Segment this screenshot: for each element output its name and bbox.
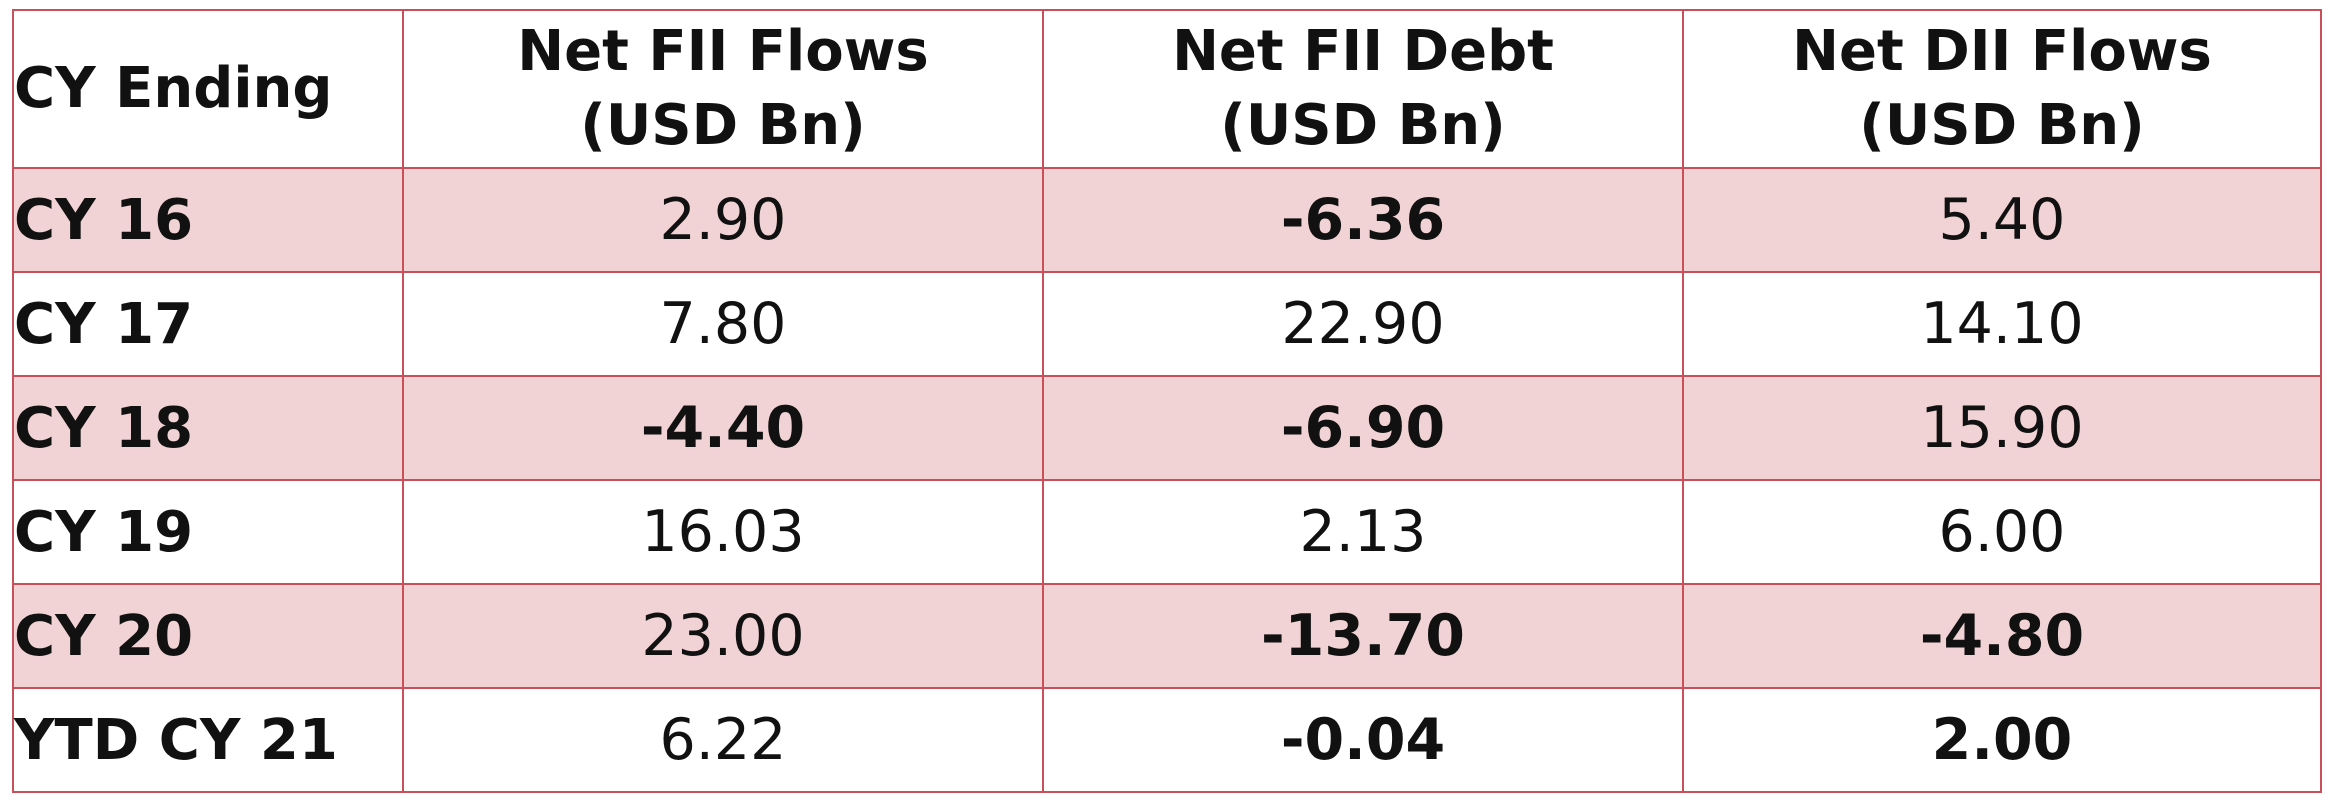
cell-net-fii-debt: -6.36: [1042, 167, 1684, 273]
table-row: CY 18 -4.40 -6.90 15.90: [12, 375, 2322, 481]
header-net-fii-flows: Net FII Flows (USD Bn): [402, 9, 1044, 169]
cell-net-fii-flows: -4.40: [402, 375, 1044, 481]
row-label: CY 19: [12, 479, 404, 585]
table-row: YTD CY 21 6.22 -0.04 2.00: [12, 687, 2322, 793]
header-net-dii-flows-line1: Net DII Flows: [1792, 19, 2212, 84]
header-net-fii-debt-line2: (USD Bn): [1220, 93, 1506, 158]
cell-net-fii-debt: -0.04: [1042, 687, 1684, 793]
flows-table: CY Ending Net FII Flows (USD Bn) Net FII…: [12, 9, 2322, 793]
header-net-fii-flows-line1: Net FII Flows: [517, 19, 929, 84]
table-row: CY 16 2.90 -6.36 5.40: [12, 167, 2322, 273]
cell-net-fii-flows: 23.00: [402, 583, 1044, 689]
cell-net-fii-debt: 2.13: [1042, 479, 1684, 585]
header-net-fii-debt: Net FII Debt (USD Bn): [1042, 9, 1684, 169]
table-row: CY 20 23.00 -13.70 -4.80: [12, 583, 2322, 689]
cell-net-fii-debt: -13.70: [1042, 583, 1684, 689]
header-net-dii-flows-line2: (USD Bn): [1859, 93, 2145, 158]
cell-net-fii-flows: 16.03: [402, 479, 1044, 585]
row-label: YTD CY 21: [12, 687, 404, 793]
header-cy-ending: CY Ending: [12, 9, 404, 169]
header-net-fii-flows-line2: (USD Bn): [580, 93, 866, 158]
cell-net-fii-debt: 22.90: [1042, 271, 1684, 377]
row-label: CY 17: [12, 271, 404, 377]
header-net-fii-debt-line1: Net FII Debt: [1172, 19, 1554, 84]
cell-net-fii-debt: -6.90: [1042, 375, 1684, 481]
row-label: CY 16: [12, 167, 404, 273]
table-row: CY 19 16.03 2.13 6.00: [12, 479, 2322, 585]
row-label: CY 18: [12, 375, 404, 481]
cell-net-dii-flows: 14.10: [1682, 271, 2322, 377]
table-row: CY 17 7.80 22.90 14.10: [12, 271, 2322, 377]
cell-net-dii-flows: 6.00: [1682, 479, 2322, 585]
cell-net-fii-flows: 6.22: [402, 687, 1044, 793]
row-label: CY 20: [12, 583, 404, 689]
header-net-dii-flows: Net DII Flows (USD Bn): [1682, 9, 2322, 169]
cell-net-dii-flows: 5.40: [1682, 167, 2322, 273]
cell-net-dii-flows: 2.00: [1682, 687, 2322, 793]
cell-net-fii-flows: 2.90: [402, 167, 1044, 273]
cell-net-dii-flows: 15.90: [1682, 375, 2322, 481]
cell-net-dii-flows: -4.80: [1682, 583, 2322, 689]
header-cy-ending-text: CY Ending: [14, 56, 333, 121]
header-row: CY Ending Net FII Flows (USD Bn) Net FII…: [12, 9, 2322, 169]
cell-net-fii-flows: 7.80: [402, 271, 1044, 377]
